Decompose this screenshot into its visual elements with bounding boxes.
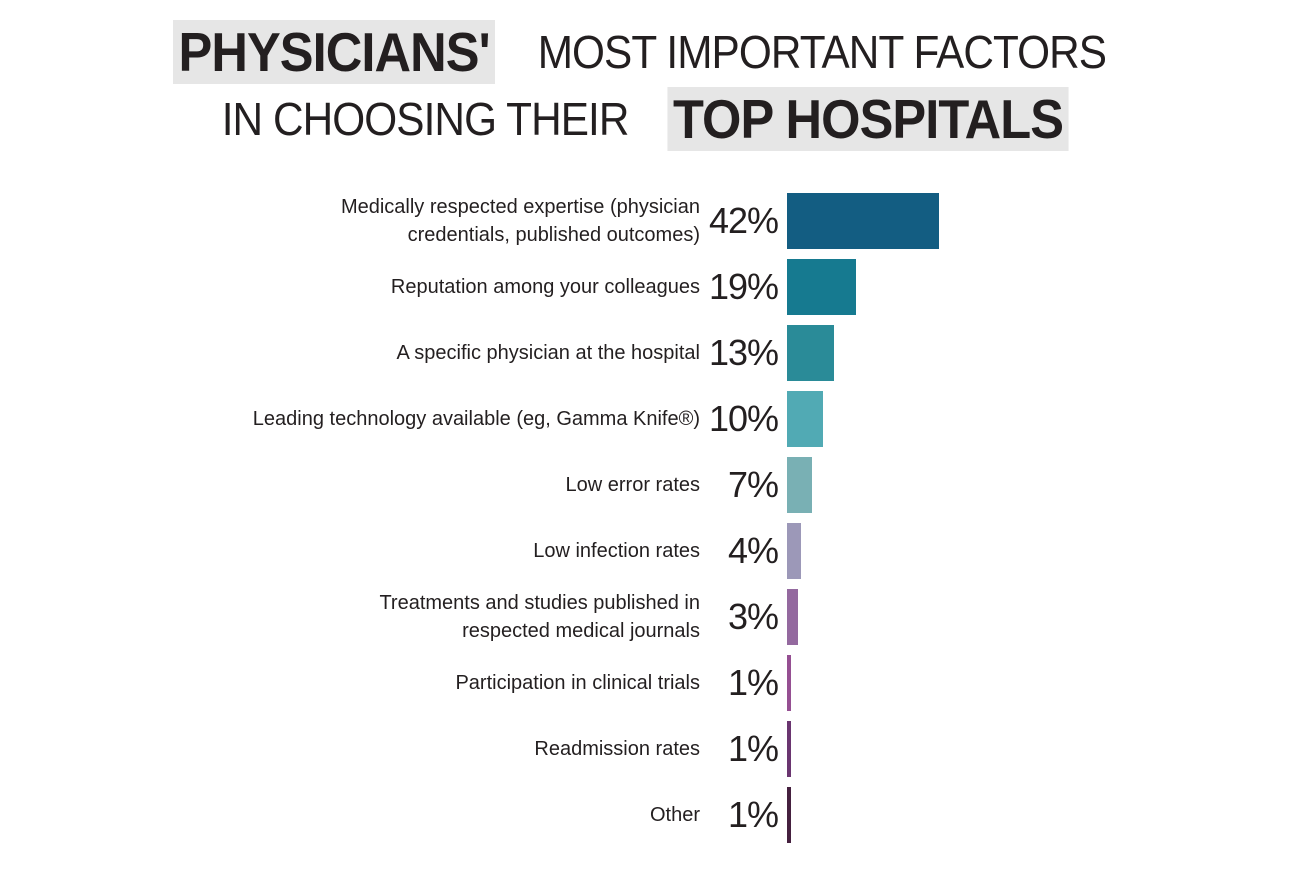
bar-label: Low error rates (565, 474, 701, 496)
bar (787, 721, 791, 777)
bar-label: Readmission rates (534, 738, 700, 760)
bar-value-label: 19% (708, 266, 779, 307)
bar-value-label: 3% (727, 596, 779, 637)
bar-row: Participation in clinical trials 1% (0, 655, 1290, 711)
bar-row: Other 1% (0, 787, 1290, 843)
bar-value-label: 10% (708, 398, 779, 439)
bar-label: Low infection rates (533, 540, 700, 562)
chart-title-line-1: PHYSICIANS' MOST IMPORTANT FACTORS (0, 20, 1290, 84)
bar (787, 787, 791, 843)
bar-label: Participation in clinical trials (455, 672, 700, 694)
bar-label: A specific physician at the hospital (396, 342, 700, 364)
bar-row: Low error rates 7% (0, 457, 1290, 513)
bar-label: Medically respected expertise (physician… (340, 196, 700, 246)
bar-value-label: 4% (727, 530, 779, 571)
bar-row: Reputation among your colleagues 19% (0, 259, 1290, 315)
bar (787, 193, 939, 249)
bar-row: A specific physician at the hospital 13% (0, 325, 1290, 381)
bar-value-label: 42% (708, 200, 779, 241)
bar-value-label: 1% (727, 662, 779, 703)
bar-value-label: 1% (727, 794, 779, 835)
bar-row: Treatments and studies published in respe… (0, 589, 1290, 645)
bar-label: Leading technology available (eg, Gamma … (252, 408, 700, 430)
chart-title-line-2: IN CHOOSING THEIR TOP HOSPITALS (0, 87, 1290, 151)
bar-row: Low infection rates 4% (0, 523, 1290, 579)
bar-label: Treatments and studies published in respe… (379, 592, 700, 642)
bar (787, 655, 791, 711)
bar-value-label: 7% (727, 464, 779, 505)
title-highlight-physicians: PHYSICIANS' (172, 20, 495, 84)
bar (787, 523, 801, 579)
bar-row: Leading technology available (eg, Gamma … (0, 391, 1290, 447)
title-highlight-top-hospitals: TOP HOSPITALS (667, 87, 1069, 151)
bar-label: Other (649, 804, 700, 826)
bar-row: Readmission rates 1% (0, 721, 1290, 777)
title-text-factors: MOST IMPORTANT FACTORS (538, 26, 1107, 78)
bar (787, 259, 856, 315)
bar-value-label: 1% (727, 728, 779, 769)
title-text-choosing: IN CHOOSING THEIR (221, 93, 629, 145)
bar-label: Reputation among your colleagues (390, 276, 700, 298)
bar-row: Medically respected expertise (physician… (0, 193, 1290, 249)
bar (787, 391, 823, 447)
bar (787, 457, 812, 513)
bar (787, 589, 798, 645)
bar (787, 325, 834, 381)
bar-value-label: 13% (708, 332, 779, 373)
